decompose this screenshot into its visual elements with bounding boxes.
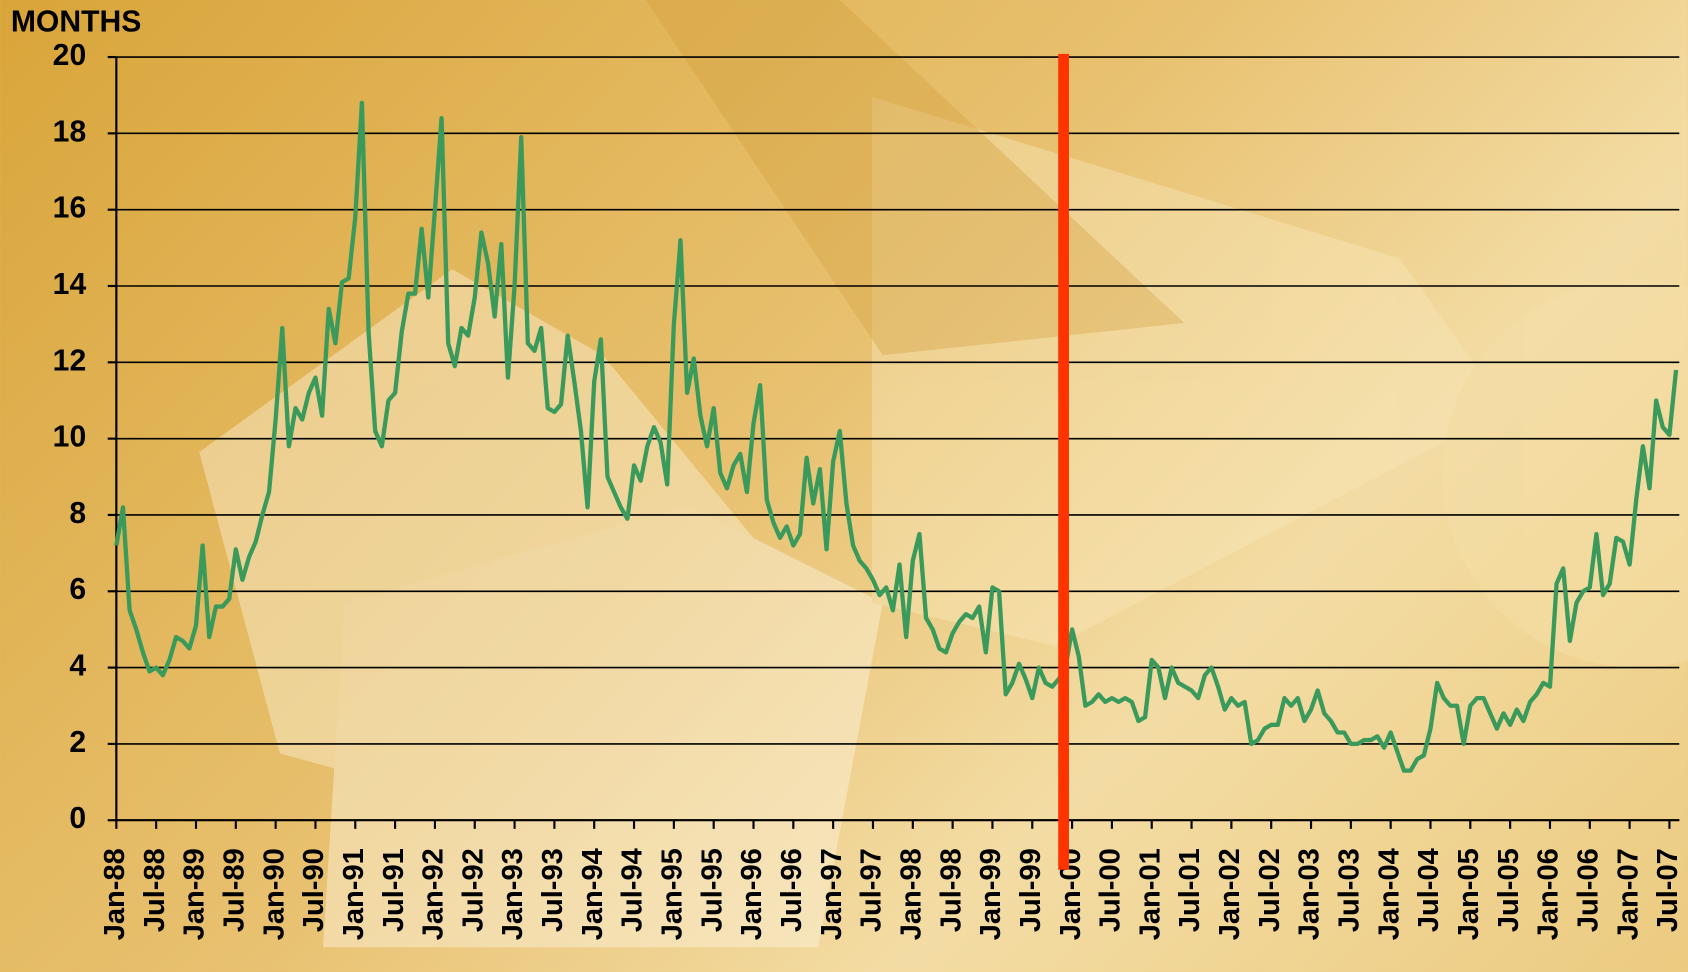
- background-decor: [199, 0, 1688, 948]
- x-tick-label: Jul-99: [1015, 848, 1047, 932]
- y-tick-label: 10: [53, 421, 87, 454]
- x-tick-label: Jul-00: [1095, 848, 1127, 932]
- x-tick-label: Jan-07: [1612, 848, 1644, 940]
- x-tick-label: Jul-01: [1174, 848, 1206, 932]
- x-tick-label: Jul-96: [776, 848, 808, 932]
- y-tick-label: 12: [53, 344, 87, 377]
- x-tick-label: Jul-90: [298, 848, 330, 932]
- x-tick-label: Jul-95: [696, 848, 728, 932]
- y-tick-label: 16: [53, 192, 87, 225]
- x-tick-label: Jul-94: [617, 848, 649, 932]
- y-tick-label: 2: [69, 726, 86, 759]
- x-tick-label: Jul-89: [218, 848, 250, 932]
- y-tick-label: 8: [69, 497, 86, 530]
- x-tick-label: Jul-97: [856, 848, 888, 932]
- x-tick-label: Jan-97: [816, 848, 848, 940]
- x-tick-label: Jul-02: [1254, 848, 1286, 932]
- x-tick-label: Jan-04: [1373, 848, 1405, 940]
- x-tick-label: Jul-92: [457, 848, 489, 932]
- x-tick-label: Jan-94: [577, 848, 609, 940]
- y-tick-label: 14: [53, 268, 87, 301]
- y-tick-label: 18: [53, 115, 87, 148]
- x-tick-label: Jul-07: [1652, 848, 1684, 932]
- y-axis-label: MONTHS: [11, 6, 142, 39]
- y-tick-label: 4: [69, 650, 86, 683]
- x-tick-label: Jan-01: [1134, 848, 1166, 940]
- x-tick-label: Jan-05: [1453, 848, 1485, 940]
- y-tick-label: 6: [69, 573, 86, 606]
- x-tick-label: Jan-90: [258, 848, 290, 940]
- x-tick-label: Jul-88: [139, 848, 171, 932]
- x-tick-label: Jan-98: [895, 848, 927, 940]
- x-tick-label: Jan-88: [99, 848, 131, 940]
- x-tick-label: Jul-98: [935, 848, 967, 932]
- x-tick-label: Jul-03: [1334, 848, 1366, 932]
- x-tick-label: Jan-89: [179, 848, 211, 940]
- data-line: [114, 100, 1679, 773]
- x-tick-label: Jul-93: [537, 848, 569, 932]
- x-tick-label: Jul-04: [1413, 848, 1445, 932]
- x-tick-label: Jan-06: [1533, 848, 1565, 940]
- x-tick-label: Jul-06: [1572, 848, 1604, 932]
- y-tick-label: 20: [53, 39, 87, 72]
- x-tick-label: Jan-99: [975, 848, 1007, 940]
- x-tick-label: Jan-03: [1294, 848, 1326, 940]
- x-tick-label: Jul-91: [378, 848, 410, 932]
- y-tick-label: 0: [69, 802, 86, 835]
- x-tick-label: Jul-05: [1493, 848, 1525, 932]
- x-tick-label: Jan-93: [497, 848, 529, 940]
- x-tick-label: Jan-96: [736, 848, 768, 940]
- x-tick-label: Jan-95: [657, 848, 689, 940]
- x-tick-label: Jan-02: [1214, 848, 1246, 940]
- x-tick-label: Jan-91: [338, 848, 370, 940]
- x-tick-label: Jan-92: [418, 848, 450, 940]
